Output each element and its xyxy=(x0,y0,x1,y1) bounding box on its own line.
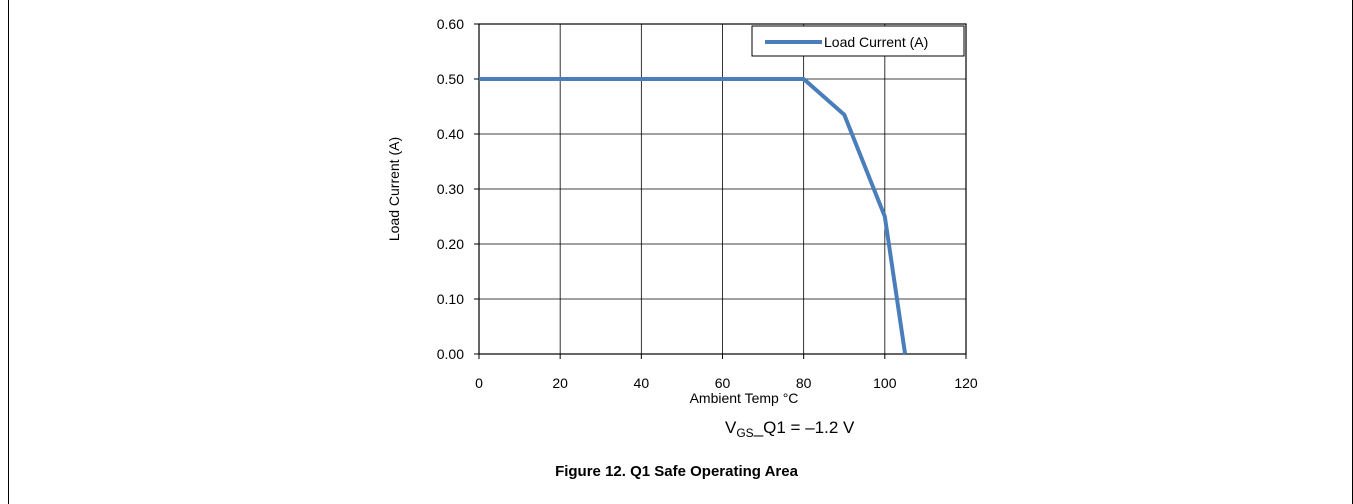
y-tick-label: 0.50 xyxy=(437,71,464,87)
x-tick-label: 80 xyxy=(796,375,812,391)
y-tick-label: 0.00 xyxy=(437,346,464,362)
y-tick-label: 0.40 xyxy=(437,126,464,142)
y-tick-label: 0.60 xyxy=(437,16,464,32)
figure-caption: Figure 12. Q1 Safe Operating Area xyxy=(555,463,798,480)
x-tick-label: 40 xyxy=(634,375,650,391)
x-tick-label: 120 xyxy=(954,375,978,391)
chart: 0 20 40 60 80 100 120 0.00 0.10 0.20 0.30 0.40 0.50 0… xyxy=(386,16,978,440)
vgs-annotation-main: V xyxy=(725,418,737,437)
x-tick-label: 20 xyxy=(552,375,568,391)
legend-label: Load Current (A) xyxy=(824,34,928,50)
y-tick-label: 0.10 xyxy=(437,291,464,307)
x-tick-label: 100 xyxy=(873,375,897,391)
y-tick-label: 0.20 xyxy=(437,236,464,252)
series-line xyxy=(479,77,908,355)
y-axis-title: Load Current (A) xyxy=(386,137,402,241)
x-tick-label: 60 xyxy=(715,375,731,391)
vgs-annotation: VGS_Q1 = –1.2 V xyxy=(725,418,855,440)
y-tick-label: 0.30 xyxy=(437,181,464,197)
legend: Load Current (A) xyxy=(751,25,965,57)
tick-labels: 0 20 40 60 80 100 120 0.00 0.10 0.20 0.30 0.40 0.50 0… xyxy=(437,16,978,391)
x-tick-label: 0 xyxy=(475,375,483,391)
series-layer xyxy=(479,77,908,355)
x-axis-title: Ambient Temp °C xyxy=(690,390,799,406)
vgs-annotation-rest: _Q1 = –1.2 V xyxy=(753,418,855,437)
vgs-annotation-subscript: GS xyxy=(736,426,753,440)
